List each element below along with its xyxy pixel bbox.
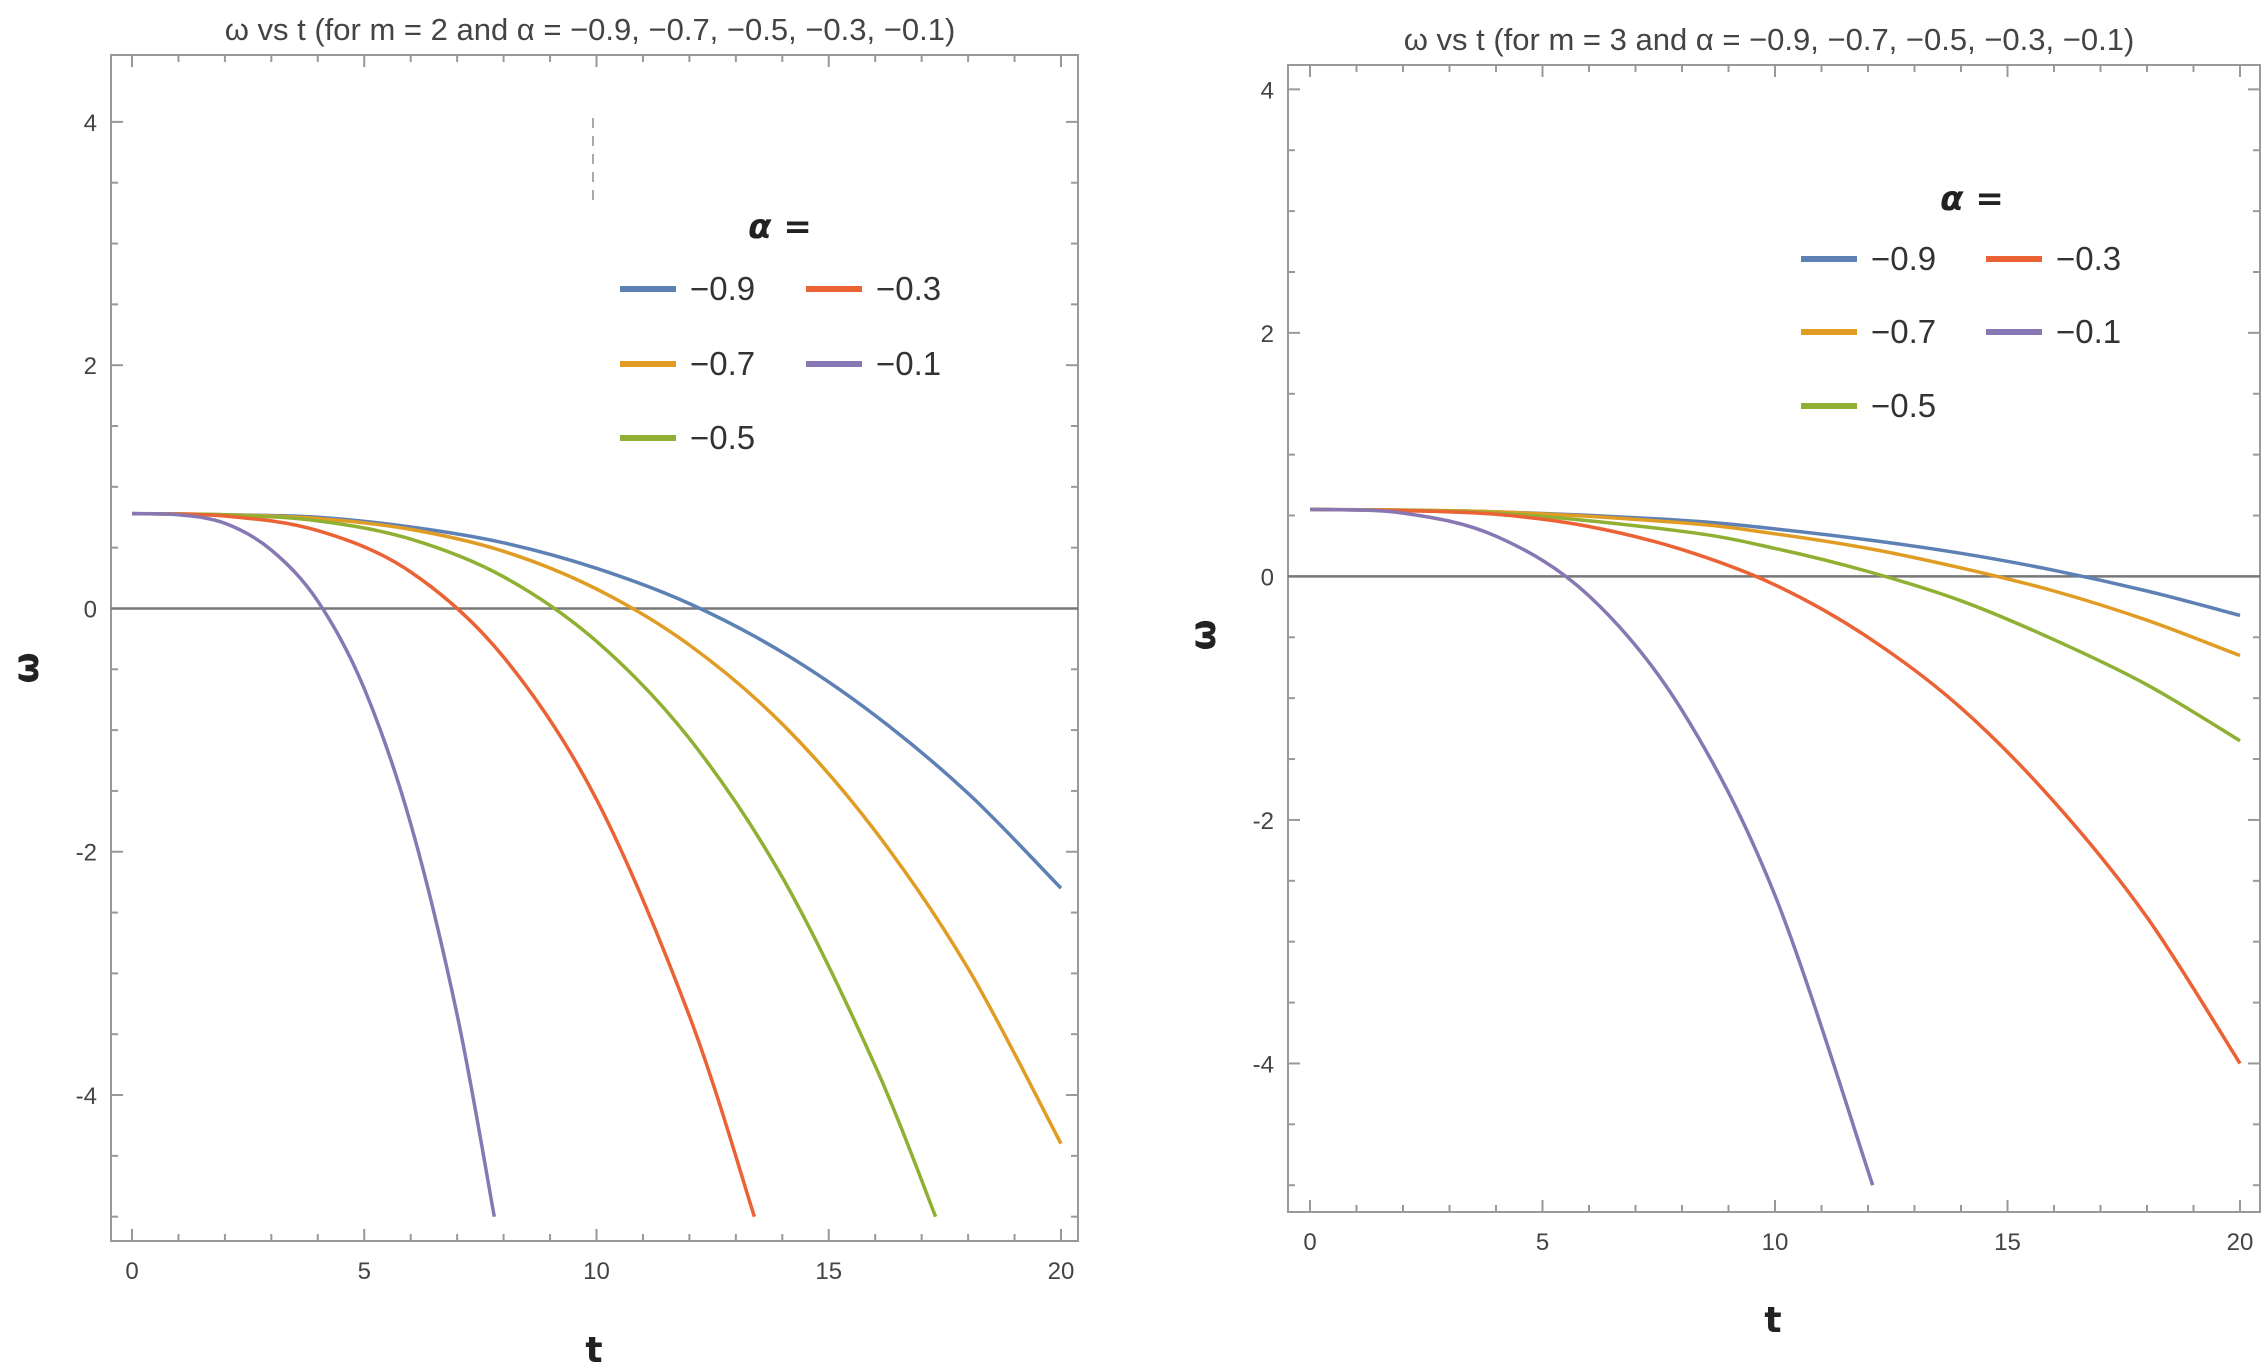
- series-line-1: [131, 511, 1063, 1145]
- legend-label: −0.9: [690, 270, 755, 307]
- legend-label: −0.3: [876, 270, 941, 307]
- legend-item: −0.7: [1801, 313, 1936, 350]
- y-tick-label: -2: [76, 840, 97, 867]
- legend-item: −0.1: [806, 345, 941, 382]
- y-tick-label: -2: [1253, 808, 1274, 835]
- x-tick-label: 20: [1048, 1258, 1075, 1285]
- y-tick-label: -4: [76, 1083, 97, 1110]
- legend-item: −0.1: [1986, 313, 2121, 350]
- legend-label: −0.7: [1871, 313, 1936, 350]
- x-tick-label: 10: [583, 1258, 610, 1285]
- y-tick-label: 0: [84, 596, 97, 623]
- legend-label: −0.7: [690, 345, 755, 382]
- legend-label: −0.1: [876, 345, 941, 382]
- legend: α = −0.9 −0.3 −0.7 −0.1 −0.5: [620, 207, 941, 456]
- y-axis-label: ω: [6, 652, 47, 683]
- x-tick-label: 0: [1303, 1229, 1316, 1256]
- series-line-0: [131, 511, 1063, 890]
- x-tick-label: 20: [2227, 1229, 2254, 1256]
- y-tick-label: 2: [1261, 321, 1274, 348]
- x-tick-label: 5: [358, 1258, 371, 1285]
- legend-item: −0.3: [806, 270, 941, 307]
- legend-label: −0.5: [1871, 387, 1936, 424]
- plot-frame: [110, 54, 1079, 1242]
- x-tick-label: 15: [1994, 1229, 2021, 1256]
- y-tick-label: 4: [84, 110, 97, 137]
- legend-title: α =: [748, 207, 812, 247]
- y-axis-label: ω: [1183, 619, 1224, 650]
- chart-panel-1: ω vs t (for m = 2 and α = −0.9, −0.7, −0…: [6, 12, 1079, 1371]
- x-tick-label: 5: [1536, 1229, 1549, 1256]
- x-axis-label: t: [1764, 1300, 1781, 1341]
- legend-item: −0.9: [620, 270, 755, 307]
- series-line-2: [1309, 507, 2241, 743]
- legend-label: −0.1: [2056, 313, 2121, 350]
- chart-title: ω vs t (for m = 3 and α = −0.9, −0.7, −0…: [1404, 22, 2135, 57]
- y-tick-label: 4: [1261, 77, 1274, 104]
- plot-frame: [1287, 64, 2261, 1213]
- y-tick-label: -4: [1253, 1051, 1274, 1078]
- series-line-0: [1309, 507, 2241, 618]
- y-tick-label: 2: [84, 353, 97, 380]
- legend: α =−0.9 −0.3 −0.7 −0.1 −0.5: [1801, 179, 2121, 424]
- legend-title: α =: [1940, 179, 2004, 219]
- chart-panel-2: ω vs t (for m = 3 and α = −0.9, −0.7, −0…: [1183, 22, 2261, 1341]
- x-tick-label: 15: [815, 1258, 842, 1285]
- legend-label: −0.5: [690, 419, 755, 456]
- legend-item: −0.5: [1801, 387, 1936, 424]
- legend-item: −0.9: [1801, 240, 1936, 277]
- series-line-1: [1309, 507, 2241, 658]
- legend-label: −0.9: [1871, 240, 1936, 277]
- legend-item: −0.3: [1986, 240, 2121, 277]
- legend-item: −0.7: [620, 345, 755, 382]
- legend-label: −0.3: [2056, 240, 2121, 277]
- series-line-4: [1309, 507, 1875, 1186]
- series-line-3: [131, 511, 757, 1218]
- x-tick-label: 10: [1762, 1229, 1789, 1256]
- y-tick-label: 0: [1261, 564, 1274, 591]
- legend-item: −0.5: [620, 419, 755, 456]
- x-axis-label: t: [585, 1330, 602, 1371]
- series-line-3: [1309, 507, 2242, 1065]
- series-line-2: [131, 511, 938, 1218]
- x-tick-label: 0: [125, 1258, 138, 1285]
- series-line-4: [131, 511, 497, 1218]
- chart-title: ω vs t (for m = 2 and α = −0.9, −0.7, −0…: [225, 12, 956, 47]
